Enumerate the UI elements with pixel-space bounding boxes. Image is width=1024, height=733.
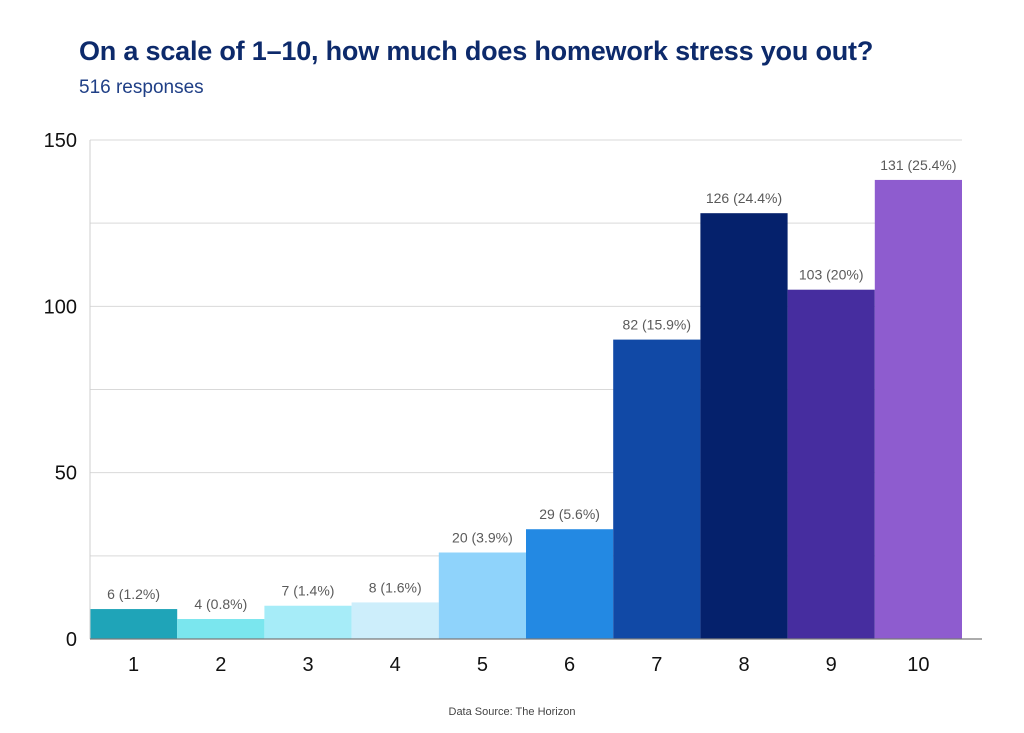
bar bbox=[438, 552, 526, 639]
x-tick-label: 10 bbox=[907, 654, 929, 676]
data-label: 131 (25.4%) bbox=[880, 157, 956, 173]
x-tick-label: 9 bbox=[826, 654, 837, 676]
y-tick-label: 50 bbox=[55, 463, 77, 485]
y-tick-label: 150 bbox=[44, 130, 77, 152]
data-label: 29 (5.6%) bbox=[539, 506, 600, 522]
x-tick-label: 5 bbox=[477, 654, 488, 676]
x-tick-label: 3 bbox=[302, 654, 313, 676]
data-label: 82 (15.9%) bbox=[623, 317, 691, 333]
chart-subtitle: 516 responses bbox=[79, 77, 204, 98]
x-tick-label: 8 bbox=[738, 654, 749, 676]
data-label: 20 (3.9%) bbox=[452, 530, 513, 546]
y-tick-label: 100 bbox=[44, 296, 77, 318]
bar bbox=[874, 179, 962, 640]
x-tick-label: 1 bbox=[128, 654, 139, 676]
data-label: 7 (1.4%) bbox=[282, 583, 335, 599]
x-tick-label: 2 bbox=[215, 654, 226, 676]
data-label: 126 (24.4%) bbox=[706, 190, 782, 206]
x-tick-label: 6 bbox=[564, 654, 575, 676]
x-tick-label: 4 bbox=[390, 654, 401, 676]
axes: 0 50 100 150 1 2 3 4 5 6 7 8 9 10 bbox=[44, 130, 982, 676]
data-label: 6 (1.2%) bbox=[107, 586, 160, 602]
y-tick-label: 0 bbox=[66, 629, 77, 651]
bar bbox=[351, 602, 439, 639]
bar bbox=[700, 213, 788, 640]
bar bbox=[526, 529, 614, 639]
data-labels: 6 (1.2%) 4 (0.8%) 7 (1.4%) 8 (1.6%) 20 (3.9%… bbox=[107, 157, 956, 612]
x-tick-label: 7 bbox=[651, 654, 662, 676]
bar bbox=[264, 605, 352, 639]
data-source: Data Source: The Horizon bbox=[448, 706, 576, 718]
data-label: 4 (0.8%) bbox=[194, 596, 247, 612]
bars bbox=[90, 179, 962, 640]
bar bbox=[177, 619, 265, 639]
chart-title: On a scale of 1–10, how much does homewo… bbox=[79, 36, 874, 66]
data-label: 8 (1.6%) bbox=[369, 579, 422, 595]
data-label: 103 (20%) bbox=[799, 267, 864, 283]
bar bbox=[787, 289, 875, 639]
bar bbox=[90, 609, 178, 639]
bar bbox=[613, 339, 701, 639]
